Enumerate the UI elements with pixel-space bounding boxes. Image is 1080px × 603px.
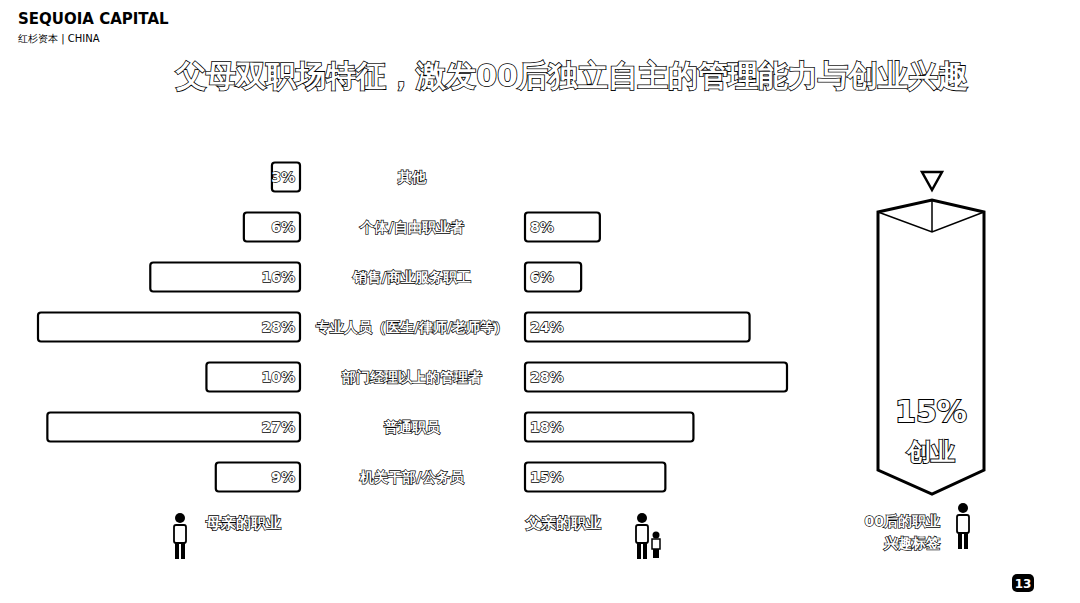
pointer [922, 172, 942, 190]
data-label: 3% [271, 169, 295, 185]
bar [525, 263, 581, 292]
bar [525, 213, 600, 242]
bar [525, 363, 787, 392]
series-name: 父亲的职业 [525, 514, 601, 532]
tag-label: 兴趣标签 [883, 535, 940, 551]
bar [38, 313, 300, 342]
bar [272, 163, 300, 192]
bar [206, 363, 300, 392]
bar [244, 213, 300, 242]
labels: 3% 6% 16% 28% 10% 27% 9% 8% 6% 24% 28% 18% 15% [261, 169, 563, 485]
bar [525, 313, 750, 342]
title: 父母双职场特征，激发00后独立自主的管理能力与创业兴趣 [175, 58, 968, 93]
person-icon [957, 503, 969, 549]
tag-box [878, 200, 984, 494]
bar [47, 413, 300, 442]
person-icon [174, 513, 186, 559]
data-label: 9% [271, 469, 295, 485]
category-label: 销售/商业服务职工 [352, 269, 470, 285]
background [0, 0, 1080, 603]
bar [216, 463, 300, 492]
chart-root: SEQUOIA CAPITAL 红杉资本 | CHINA 父母双职场特征，激发00后… [0, 0, 1080, 603]
data-label: 8% [530, 219, 554, 235]
category-label: 机关干部/公务员 [359, 469, 464, 485]
category-label: 个体/自由职业者 [359, 219, 463, 235]
tag-text: 创业 [906, 438, 955, 466]
highlight-tag: 15% 创业 00后的职业兴趣标签 [865, 172, 984, 551]
data-label: 6% [530, 269, 554, 285]
data-label: 15% [530, 469, 564, 485]
bar [150, 263, 300, 292]
data-label: 28% [261, 319, 295, 335]
person-icon [636, 513, 660, 559]
page-badge [1012, 574, 1034, 592]
category-labels: 其他个体/自由职业者销售/商业服务职工专业人员（医生/律师/老师等） 部门经理以上… [315, 169, 508, 485]
chart-svg: SEQUOIA CAPITAL 红杉资本 | CHINA 父母双职场特征，激发00后… [0, 0, 1080, 603]
tag-value: 15% [895, 394, 967, 429]
bar [525, 413, 693, 442]
category-label: 其他 [397, 169, 427, 185]
data-label: 18% [530, 419, 564, 435]
page-number: 13 [1015, 577, 1032, 591]
series-labels: 母亲的职业 父亲的职业 [174, 503, 969, 559]
data-label: 10% [261, 369, 295, 385]
data-label: 28% [530, 369, 564, 385]
bar [525, 463, 665, 492]
data-label: 24% [530, 319, 564, 335]
tag-label: 00后的职业 [865, 513, 940, 529]
series-name: 母亲的职业 [205, 514, 281, 532]
data-label: 27% [261, 419, 295, 435]
data-label: 6% [271, 219, 295, 235]
category-label: 普通职员 [383, 419, 441, 435]
brand-sub: 红杉资本 | CHINA [18, 33, 100, 45]
category-label: 专业人员（医生/律师/老师等） [315, 319, 508, 335]
data-label: 16% [261, 269, 295, 285]
category-label: 部门经理以上的管理者 [341, 369, 482, 385]
brand: SEQUOIA CAPITAL [18, 10, 169, 28]
bars [38, 163, 787, 492]
tag-edge [878, 200, 984, 232]
